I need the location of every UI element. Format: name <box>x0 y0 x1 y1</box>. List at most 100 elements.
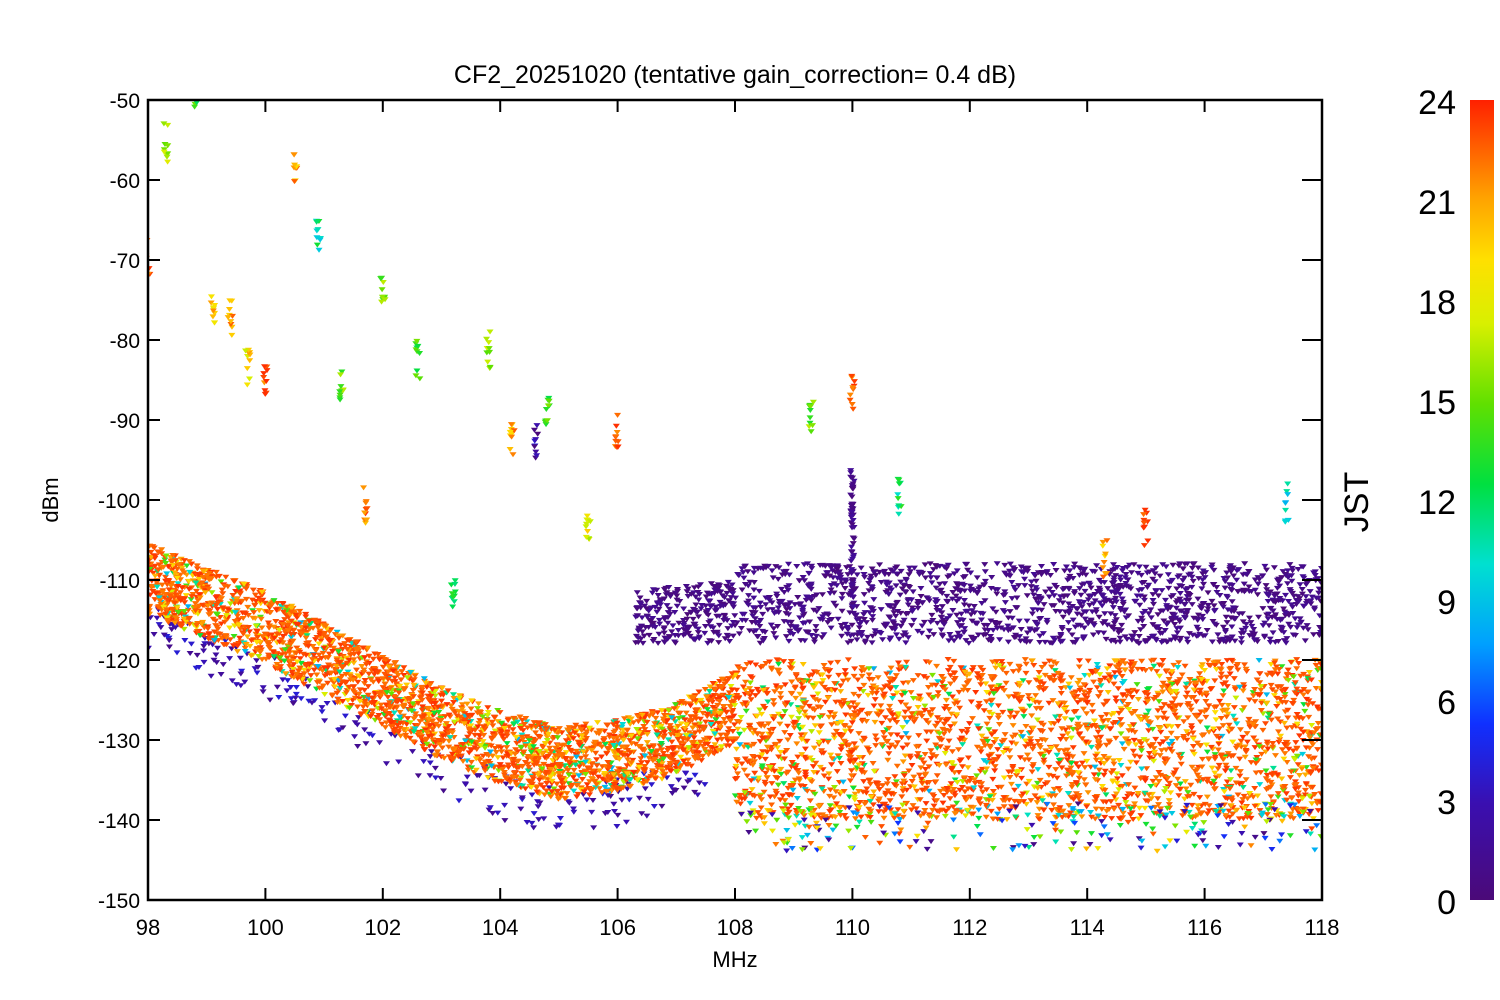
background-point <box>959 575 967 581</box>
noise-floor-point <box>875 787 883 793</box>
background-point <box>751 610 759 616</box>
outlier-point <box>534 799 542 805</box>
noise-floor-point <box>1007 710 1015 716</box>
outlier-point <box>305 698 313 704</box>
background-point <box>649 615 657 621</box>
background-point <box>1110 580 1118 586</box>
noise-floor-point <box>1084 726 1092 732</box>
background-point <box>770 611 778 617</box>
noise-floor-point <box>983 721 991 727</box>
noise-floor-point <box>785 792 793 798</box>
background-point <box>1240 587 1248 593</box>
noise-floor-point <box>808 779 816 785</box>
noise-floor-point <box>1029 764 1037 770</box>
noise-floor-point <box>550 786 558 792</box>
background-point <box>1190 561 1198 567</box>
noise-floor-point <box>304 668 312 674</box>
background-point <box>738 611 746 617</box>
noise-floor-point <box>654 710 662 716</box>
background-point <box>773 591 781 597</box>
noise-floor-point <box>1189 736 1197 742</box>
noise-floor-point <box>652 715 660 721</box>
noise-floor-point <box>313 672 321 678</box>
background-point <box>1186 592 1194 598</box>
background-point <box>1220 600 1228 606</box>
noise-floor-point <box>894 813 902 819</box>
background-point <box>1100 630 1108 636</box>
noise-floor-point <box>914 673 922 679</box>
noise-floor-point <box>962 813 970 819</box>
outlier-point <box>432 775 440 781</box>
noise-floor-point <box>354 673 362 679</box>
background-point <box>944 599 952 605</box>
background-point <box>968 608 976 614</box>
background-point <box>1130 562 1138 568</box>
background-point <box>981 578 989 584</box>
noise-floor-point <box>1263 672 1271 678</box>
noise-floor-point <box>841 672 849 678</box>
noise-floor-point <box>394 722 402 728</box>
outlier-point <box>610 801 618 807</box>
background-point <box>1237 631 1245 637</box>
outlier-point <box>339 725 347 731</box>
background-point <box>1096 589 1104 595</box>
noise-floor-point <box>887 742 895 748</box>
background-point <box>768 607 776 613</box>
noise-floor-point <box>461 711 469 717</box>
background-point <box>974 632 982 638</box>
background-point <box>731 623 739 629</box>
noise-floor-point <box>739 684 747 690</box>
background-point <box>676 599 684 605</box>
background-point <box>1097 580 1105 586</box>
noise-floor-point <box>870 703 878 709</box>
noise-floor-point <box>1295 785 1303 791</box>
background-point <box>1238 627 1246 633</box>
background-point <box>1008 596 1016 602</box>
background-point <box>804 629 812 635</box>
background-point <box>888 625 896 631</box>
background-point <box>643 598 651 604</box>
background-point <box>721 613 729 619</box>
outlier-point <box>287 684 295 690</box>
background-point <box>877 607 885 613</box>
background-point <box>713 613 721 619</box>
background-point <box>962 609 970 615</box>
noise-floor-point <box>416 719 424 725</box>
background-point <box>704 598 712 604</box>
background-point <box>1239 619 1247 625</box>
outlier-point <box>494 810 502 816</box>
noise-floor-point <box>1057 736 1065 742</box>
background-point <box>1181 561 1189 567</box>
noise-floor-point <box>851 797 859 803</box>
background-point <box>950 638 958 644</box>
noise-floor-point <box>1250 735 1258 741</box>
noise-floor-point <box>245 629 253 635</box>
noise-floor-point <box>920 760 928 766</box>
noise-floor-point <box>814 691 822 697</box>
background-point <box>807 581 815 587</box>
background-point <box>1031 628 1039 634</box>
background-point <box>1223 635 1231 641</box>
background-point <box>1131 630 1139 636</box>
background-point <box>756 600 764 606</box>
background-point <box>775 599 783 605</box>
background-point <box>1213 584 1221 590</box>
background-point <box>731 613 739 619</box>
background-point <box>660 630 668 636</box>
noise-floor-point <box>526 738 534 744</box>
noise-floor-point <box>249 615 257 621</box>
background-point <box>648 590 656 596</box>
noise-floor-point <box>1281 692 1289 698</box>
outlier-point <box>210 657 218 663</box>
background-point <box>1161 628 1169 634</box>
background-point <box>1280 630 1288 636</box>
noise-floor-point <box>886 798 894 804</box>
noise-floor-point <box>188 594 196 600</box>
background-point <box>701 624 709 630</box>
background-point <box>1078 582 1086 588</box>
background-point <box>1113 590 1121 596</box>
outlier-point <box>675 777 683 783</box>
background-point <box>1052 568 1060 574</box>
background-point <box>1299 625 1307 631</box>
noise-floor-point <box>178 623 186 629</box>
